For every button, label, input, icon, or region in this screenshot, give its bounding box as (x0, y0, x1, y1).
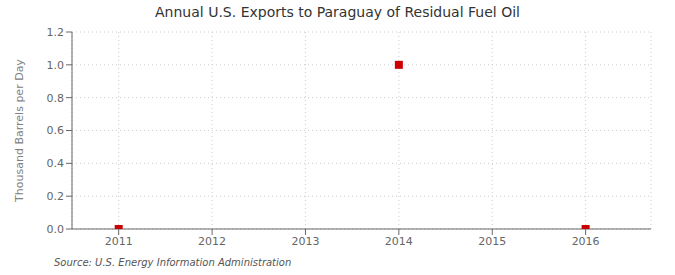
svg-text:2011: 2011 (105, 235, 133, 248)
svg-text:2012: 2012 (198, 235, 226, 248)
svg-text:1.0: 1.0 (47, 59, 65, 72)
html-text:Source: U.S. Energy Informatio: Source: U.S. Energy Information Administ… (54, 257, 292, 268)
svg-text:1.2: 1.2 (47, 26, 65, 39)
svg-text:2015: 2015 (478, 235, 506, 248)
svg-text:2016: 2016 (572, 235, 600, 248)
svg-text:0.2: 0.2 (47, 190, 65, 203)
svg-text:0.0: 0.0 (47, 223, 65, 236)
svg-text:0.4: 0.4 (47, 157, 65, 170)
svg-text:2013: 2013 (291, 235, 319, 248)
svg-text:0.6: 0.6 (47, 124, 65, 137)
html-text:Annual U.S. Exports to Paragua: Annual U.S. Exports to Paraguay of Resid… (155, 4, 520, 20)
svg-text:2014: 2014 (385, 235, 413, 248)
svg-text:0.8: 0.8 (47, 92, 65, 105)
svg-text:Thousand Barrels per Day: Thousand Barrels per Day (13, 59, 26, 203)
